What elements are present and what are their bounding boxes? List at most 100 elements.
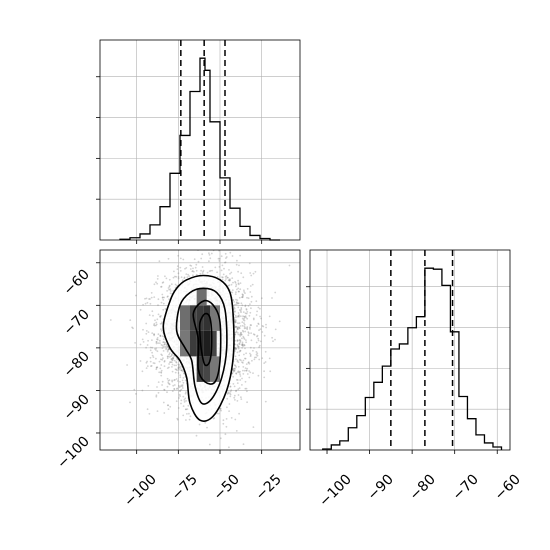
joint-scatter-point: [236, 327, 239, 329]
joint-scatter-point: [153, 283, 156, 286]
joint-scatter-point: [157, 313, 160, 316]
joint-scatter-point: [145, 367, 148, 369]
joint-scatter-point: [151, 339, 153, 341]
joint-scatter-point: [187, 273, 189, 276]
joint-scatter-point: [168, 366, 170, 369]
joint-scatter-point: [214, 266, 217, 269]
joint-scatter-point: [179, 367, 182, 370]
joint-scatter-point: [227, 276, 229, 279]
joint-scatter-point: [139, 343, 142, 346]
joint-scatter-point: [247, 244, 249, 246]
joint-scatter-point: [228, 403, 231, 405]
joint-scatter-point: [192, 270, 195, 273]
joint-scatter-point: [239, 310, 242, 312]
joint-scatter-point: [237, 302, 240, 305]
joint-scatter-point: [240, 332, 243, 334]
joint-scatter-point: [162, 350, 165, 352]
joint-scatter-point: [235, 347, 238, 350]
joint-scatter-point: [233, 396, 236, 399]
joint-scatter-point: [163, 365, 166, 368]
joint-scatter-point: [179, 376, 182, 379]
joint-scatter-point: [231, 372, 234, 374]
joint-scatter-point: [225, 275, 228, 277]
joint-scatter-point: [262, 325, 265, 328]
joint-x-tick-label: −75: [169, 472, 201, 504]
joint-scatter-point: [239, 341, 242, 344]
joint-scatter-point: [231, 255, 234, 257]
joint-scatter-point: [238, 350, 241, 353]
joint-scatter-point: [186, 408, 189, 410]
joint-scatter-point: [186, 413, 188, 415]
hist-y-x-tick-label: −70: [450, 472, 482, 504]
joint-scatter-point: [170, 283, 173, 286]
joint-scatter-point: [239, 331, 242, 334]
joint-scatter-point: [174, 371, 177, 374]
joint-scatter-point: [171, 353, 173, 356]
joint-scatter-point: [173, 388, 176, 390]
joint-scatter-point: [233, 369, 236, 372]
joint-scatter-point: [236, 359, 239, 362]
joint-scatter-point: [197, 260, 200, 263]
joint-scatter-point: [169, 292, 172, 295]
joint-scatter-point: [230, 283, 233, 286]
joint-scatter-point: [163, 360, 166, 362]
joint-scatter-point: [260, 317, 262, 320]
joint-scatter-point: [243, 322, 245, 324]
joint-scatter-point: [202, 269, 205, 272]
joint-scatter-point: [269, 370, 272, 373]
joint-scatter-point: [232, 383, 235, 385]
joint-scatter-point: [217, 412, 220, 415]
joint-density-cell: [196, 288, 207, 306]
joint-scatter-point: [206, 271, 209, 274]
joint-density-cell: [180, 330, 190, 357]
joint-scatter-point: [216, 271, 218, 274]
joint-scatter-point: [237, 312, 240, 314]
joint-scatter-point: [241, 321, 244, 324]
joint-scatter-point: [200, 269, 202, 272]
joint-scatter-point: [235, 366, 238, 368]
joint-contour-2: [175, 287, 228, 405]
joint-scatter-point: [163, 412, 166, 414]
joint-scatter-point: [181, 384, 184, 386]
joint-scatter-point: [263, 334, 266, 337]
joint-scatter-point: [226, 406, 228, 409]
joint-scatter-point: [182, 377, 185, 379]
joint-scatter-point: [167, 355, 169, 358]
joint-scatter-point: [236, 339, 239, 342]
joint-scatter-point: [237, 315, 240, 318]
joint-scatter-point: [152, 356, 155, 358]
joint-scatter-point: [221, 276, 223, 278]
joint-scatter-point: [180, 365, 182, 368]
joint-scatter-point: [157, 275, 159, 277]
joint-scatter-point: [237, 345, 240, 348]
hist-x-quantiles: [180, 40, 226, 240]
joint-scatter-point: [238, 354, 241, 357]
joint-scatter-point: [233, 394, 236, 397]
joint-scatter-point: [160, 353, 163, 356]
joint-scatter-point: [180, 276, 183, 279]
joint-scatter-point: [155, 395, 158, 398]
joint-density-cell: [196, 356, 204, 382]
joint-scatter-point: [238, 327, 241, 329]
joint-scatter-point: [240, 398, 243, 400]
joint-scatter-point: [161, 344, 164, 347]
joint-scatter-point: [195, 434, 198, 437]
joint-scatter-point: [249, 303, 251, 305]
joint-scatter-point: [175, 275, 178, 278]
joint-scatter-point: [234, 282, 237, 284]
joint-scatter-point: [217, 257, 220, 260]
joint-scatter-point: [171, 370, 174, 373]
joint-scatter-point: [175, 400, 178, 403]
joint-scatter-point: [162, 401, 165, 404]
joint-scatter-point: [237, 328, 239, 330]
joint-scatter-point: [258, 344, 261, 347]
joint-contours: [162, 274, 235, 422]
joint-scatter-point: [229, 279, 231, 282]
joint-density-cell: [203, 305, 210, 331]
joint-scatter-point: [237, 283, 240, 286]
joint-scatter-point: [243, 291, 246, 293]
joint-scatter-point: [135, 393, 137, 395]
joint-scatter-point: [239, 335, 242, 337]
hist-y-panel: [306, 249, 511, 454]
joint-scatter-point: [231, 291, 234, 294]
